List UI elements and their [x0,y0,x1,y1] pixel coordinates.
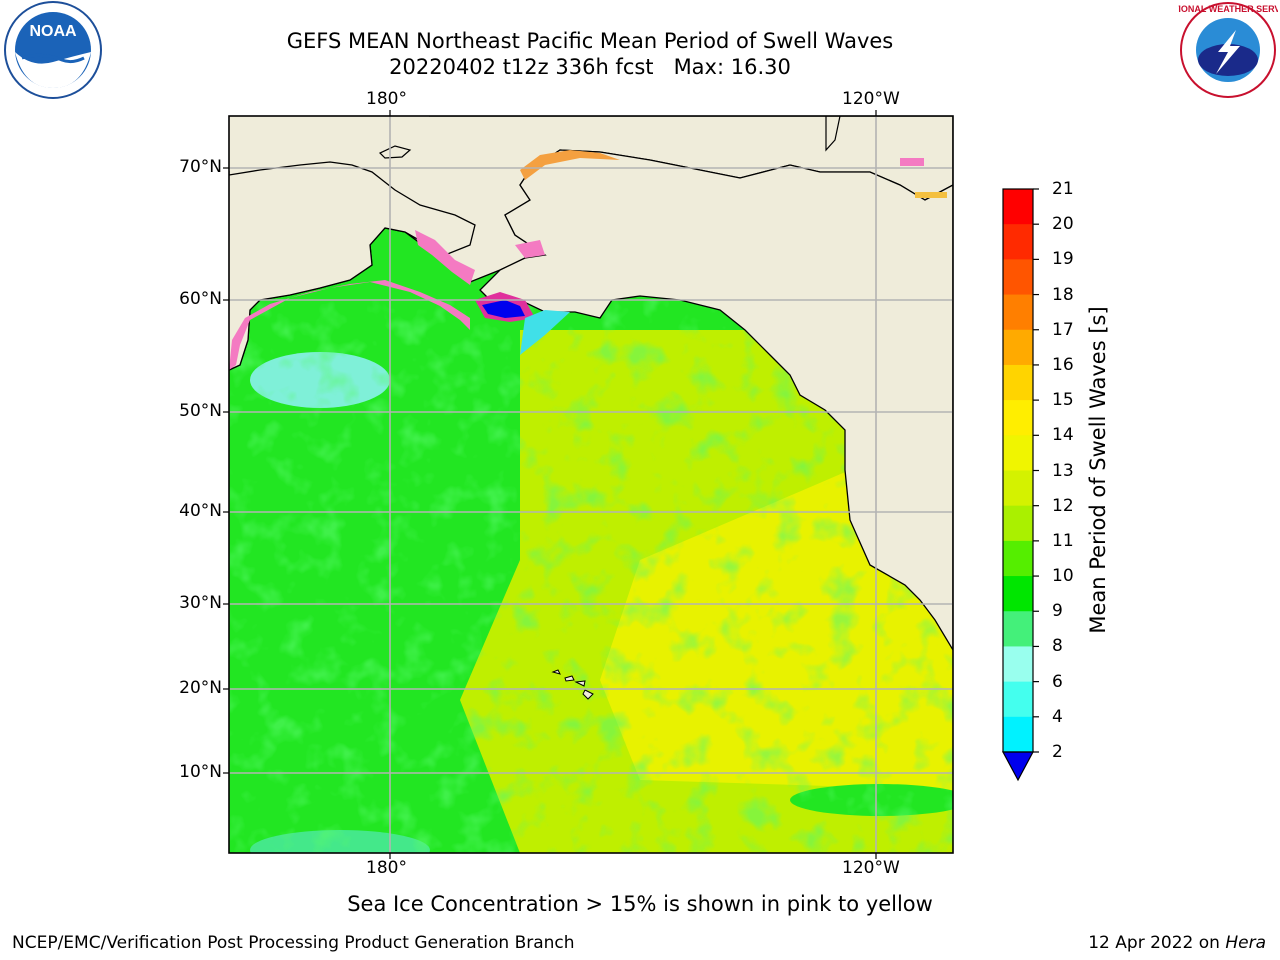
colorbar [1001,188,1039,782]
title-line-1: GEFS MEAN Northeast Pacific Mean Period … [286,29,894,53]
top-lon-label-180: 180° [366,89,407,109]
colorbar-segment [1003,681,1033,718]
footer-date: 12 Apr 2022 on Hera [1088,933,1266,953]
title-line-2: 20220402 t12z 336h fcst Max: 16.30 [389,55,791,79]
colorbar-tick-label: 18 [1052,284,1074,305]
lat-label-40n: 40°N [179,501,222,521]
colorbar-tick-label: 6 [1052,671,1063,692]
footer-machine: Hera [1225,933,1266,953]
colorbar-segment [1003,470,1033,507]
hawaii-islands [551,669,594,700]
top-lon-label-120w: 120°W [842,89,900,109]
map-frame [228,115,954,854]
sea-ice-note: Sea Ice Concentration > 15% is shown in … [347,892,933,916]
nws-logo: NATIONAL WEATHER SERVICE [1178,2,1278,98]
lat-label-30n: 30°N [179,593,222,613]
colorbar-tick-label: 2 [1052,742,1063,762]
colorbar-segment [1003,189,1033,225]
nws-logo-text: NATIONAL WEATHER SERVICE [1178,4,1278,14]
noaa-logo-text: NOAA [29,23,77,40]
colorbar-segment [1003,259,1033,296]
colorbar-tick-label: 19 [1052,249,1074,270]
map-title: GEFS MEAN Northeast Pacific Mean Period … [230,28,950,80]
lat-label-70n: 70°N [179,157,222,177]
colorbar-tick-label: 17 [1052,319,1074,340]
lat-label-50n: 50°N [179,401,222,421]
colorbar-segment [1003,435,1033,471]
colorbar-tick-label: 21 [1052,179,1074,199]
colorbar-tick-label: 13 [1052,460,1074,481]
colorbar-segment [1003,294,1033,331]
colorbar-segment [1003,505,1033,542]
colorbar-segment [1003,540,1033,577]
bottom-lon-label-180: 180° [366,858,407,878]
colorbar-segment [1003,576,1033,612]
colorbar-tick-label: 16 [1052,354,1074,375]
land-alaska-south [479,149,953,652]
colorbar-tick-label: 4 [1052,706,1063,727]
lat-label-10n: 10°N [179,762,222,782]
colorbar-segment [1003,716,1033,753]
lat-label-20n: 20°N [179,678,222,698]
colorbar-tick-label: 15 [1052,390,1074,411]
colorbar-tick-label: 11 [1052,530,1074,551]
bottom-lon-label-120w: 120°W [842,858,900,878]
colorbar-segment [1003,646,1033,683]
colorbar-segment [1003,611,1033,647]
colorbar-segment [1003,364,1033,401]
colorbar-tick-label: 8 [1052,636,1063,657]
colorbar-extend-arrow [1001,751,1035,782]
island-st-lawrence [378,145,412,159]
colorbar-tick-label: 12 [1052,495,1074,516]
footer-date-text: 12 Apr 2022 on [1088,933,1226,953]
colorbar-segment [1003,400,1033,436]
noaa-logo: NOAA [4,1,102,99]
colorbar-tick-label: 9 [1052,601,1063,622]
colorbar-tick-label: 10 [1052,566,1074,587]
colorbar-segment [1003,329,1033,366]
footer-branch: NCEP/EMC/Verification Post Processing Pr… [12,933,575,953]
graticule [229,116,953,853]
lat-label-60n: 60°N [179,289,222,309]
colorbar-tick-label: 20 [1052,214,1074,235]
colorbar-tick-label: 14 [1052,425,1074,446]
colorbar-segment [1003,224,1033,260]
colorbar-title: Mean Period of Swell Waves [s] [1086,306,1110,634]
bristol-bay-blue [482,300,525,318]
